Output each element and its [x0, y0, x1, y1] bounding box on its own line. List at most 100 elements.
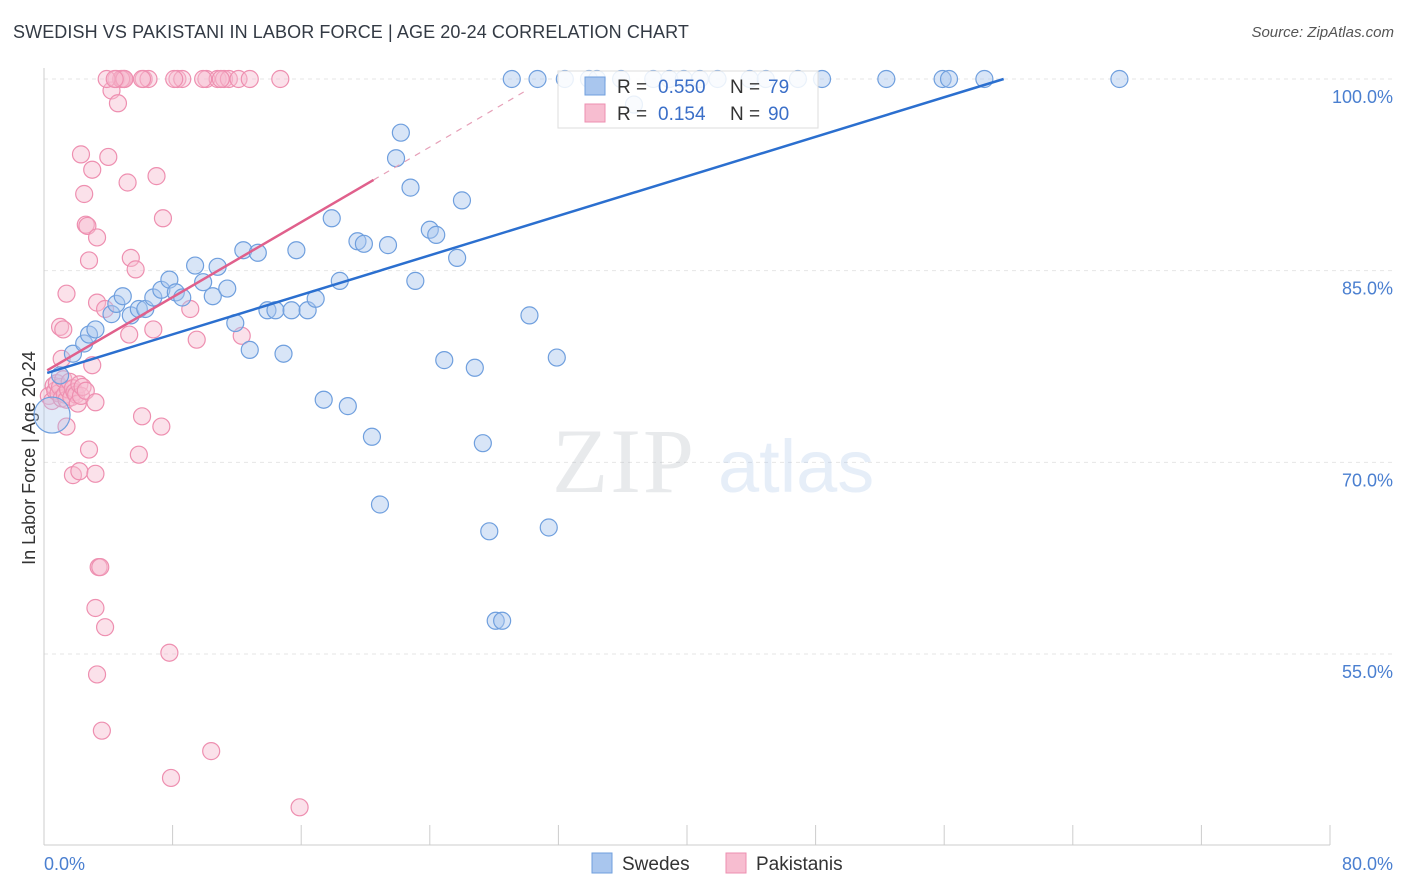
pakistanis-point-35 [83, 160, 102, 179]
legend-n-label-swedes: N = [730, 77, 760, 98]
swedes-point-57 [520, 306, 539, 325]
y-tick-labels: 55.0% 70.0% 85.0% 100.0% [1332, 87, 1393, 682]
trend-lines [46, 77, 1005, 375]
pakistanis-point-64 [153, 209, 173, 228]
swedes-point-52 [473, 434, 492, 453]
swedes-point-45 [406, 271, 425, 290]
swedes-point-19 [203, 287, 222, 306]
axes [43, 68, 1331, 846]
pakistanis-point-67 [161, 768, 181, 788]
pakistanis-point-28 [70, 462, 89, 481]
swedes-point-76 [933, 69, 952, 89]
pakistanis-point-59 [132, 407, 152, 426]
swedes-point-59 [539, 518, 558, 537]
pakistanis-point-63 [147, 167, 166, 186]
swedes-point-48 [435, 351, 454, 370]
legend-r-value-pakistanis: 0.154 [658, 104, 706, 125]
pakistanis-point-25 [57, 284, 76, 303]
chart-title: SWEDISH VS PAKISTANI IN LABOR FORCE | AG… [13, 22, 689, 42]
legend-n-value-swedes: 79 [768, 77, 789, 98]
swedes-point-53 [480, 522, 499, 541]
pakistanis-point-51 [108, 94, 128, 113]
legend-r-label-swedes: R = [617, 77, 647, 98]
pakistanis-point-65 [152, 417, 171, 436]
watermark-zip: ZIP [552, 410, 696, 512]
bottom-legend-swatch-pakistanis [725, 852, 747, 874]
x-tick-label-max: 80.0% [1342, 854, 1393, 874]
pakistanis-point-62 [144, 320, 163, 339]
series-pakistanis-points [39, 69, 309, 817]
swedes-point-54 [486, 611, 505, 630]
pakistanis-point-71 [187, 330, 206, 349]
pakistanis-point-79 [240, 69, 259, 89]
swedes-trend-line [46, 77, 1005, 375]
x-tick-labels: 0.0% 80.0% [44, 854, 1393, 874]
bottom-legend-label-swedes: Swedes [622, 854, 690, 875]
pakistanis-point-73 [202, 742, 221, 761]
pakistanis-point-29 [71, 145, 91, 164]
y-axis-title: In Labor Force | Age 20-24 [19, 351, 39, 565]
swedes-point-34 [322, 209, 341, 228]
swedes-point-60 [547, 348, 566, 367]
legend-swatch-pakistanis [584, 103, 606, 123]
swedes-point-47 [427, 225, 446, 244]
swedes-point-24 [240, 340, 259, 359]
pakistanis-trend-extension [373, 89, 527, 181]
pakistanis-point-33 [79, 251, 99, 270]
x-tick-label-min: 0.0% [44, 854, 85, 874]
legend-n-value-pakistanis: 90 [768, 104, 789, 125]
y-tick-label-55: 55.0% [1342, 662, 1393, 682]
swedes-point-56 [502, 69, 521, 89]
swedes-point-51 [465, 358, 484, 377]
pakistanis-point-57 [126, 260, 145, 279]
swedes-point-40 [370, 495, 390, 514]
pakistanis-point-41 [86, 393, 105, 412]
pakistanis-point-23 [54, 320, 73, 339]
series-legend: Swedes Pakistanis [591, 852, 843, 875]
pakistanis-point-86 [165, 69, 184, 89]
pakistanis-point-88 [211, 69, 230, 89]
swedes-point-50 [452, 191, 472, 210]
pakistanis-point-45 [92, 721, 111, 740]
pakistanis-point-39 [87, 228, 107, 247]
pakistanis-point-58 [129, 445, 148, 464]
legend-r-label-pakistanis: R = [617, 104, 647, 125]
legend-n-label-pakistanis: N = [730, 104, 760, 125]
swedes-point-30 [287, 241, 306, 260]
swedes-point-0 [33, 396, 71, 434]
swedes-point-42 [386, 149, 406, 168]
swedes-point-36 [338, 397, 357, 416]
y-tick-label-85: 85.0% [1342, 279, 1393, 299]
swedes-point-39 [362, 427, 382, 446]
pakistanis-point-66 [160, 643, 179, 662]
swedes-point-79 [1110, 69, 1129, 89]
stats-legend: R = 0.550 N = 79 R = 0.154 N = 90 [557, 70, 819, 129]
swedes-point-49 [448, 248, 467, 267]
swedes-point-38 [354, 234, 373, 253]
bottom-legend-swatch-swedes [591, 852, 613, 874]
swedes-point-58 [528, 69, 547, 89]
pakistanis-point-81 [290, 798, 309, 817]
series-swedes-points [33, 69, 1129, 630]
pakistanis-point-54 [118, 173, 137, 192]
legend-r-value-swedes: 0.550 [658, 77, 706, 98]
swedes-point-5 [86, 320, 105, 339]
swedes-point-17 [186, 256, 205, 275]
swedes-point-21 [218, 279, 237, 298]
pakistanis-point-56 [121, 248, 140, 267]
pakistanis-trend-line [46, 178, 375, 372]
pakistanis-point-37 [86, 464, 105, 483]
bottom-legend-label-pakistanis: Pakistanis [756, 854, 843, 875]
watermark-atlas: atlas [718, 425, 874, 508]
swedes-point-55 [493, 611, 512, 630]
swedes-point-75 [877, 69, 896, 89]
legend-swatch-swedes [584, 76, 606, 96]
pakistanis-point-44 [91, 558, 110, 577]
pakistanis-point-30 [75, 184, 94, 204]
swedes-point-77 [939, 69, 959, 89]
watermark: ZIP atlas [552, 410, 874, 512]
swedes-point-6 [102, 305, 121, 324]
pakistanis-point-22 [50, 317, 70, 336]
swedes-point-29 [282, 301, 301, 320]
